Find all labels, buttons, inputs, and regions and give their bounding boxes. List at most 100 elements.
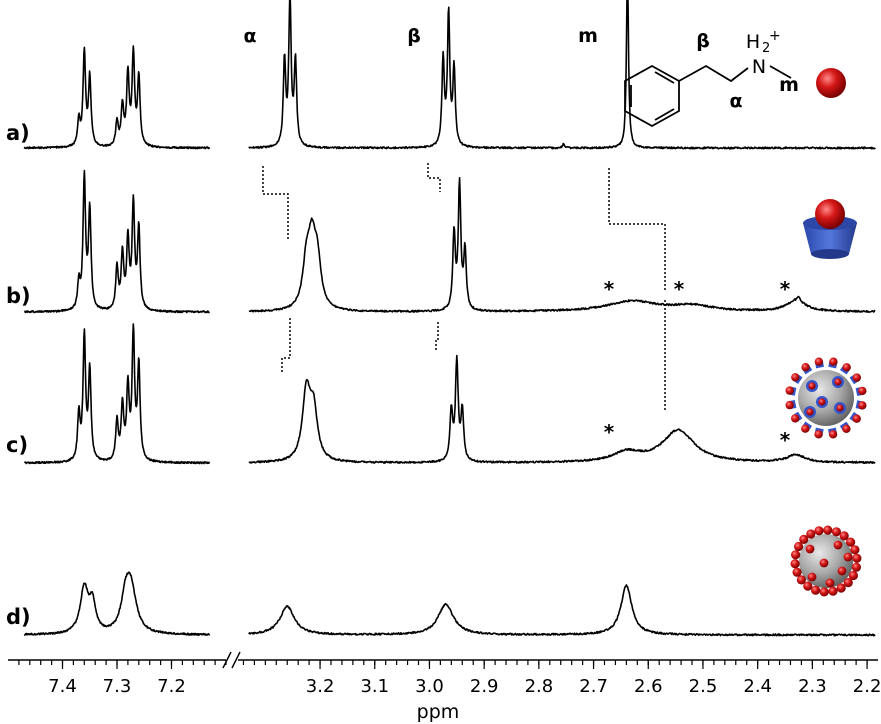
x-axis-ticks: 7.4 7.3 7.2 3.2 3.1 3.0 2.9 2.8 2.7 2.6 2.5 2.4 2.3 2… (18, 660, 881, 697)
spectrum-trace-b-aliphatic (248, 176, 876, 314)
x-tick-label: 7.4 (48, 676, 77, 697)
structure-label-h: H (746, 31, 760, 53)
guest-ball-icon (831, 527, 842, 537)
star-marker: * (780, 428, 791, 452)
guest-ball-icon (834, 378, 842, 386)
benzene-ring (624, 64, 680, 128)
guest-ball-icon (792, 567, 802, 577)
structure-label-beta: β (696, 30, 710, 52)
guest-ball-icon (801, 424, 810, 433)
host-guest-complex-icon (803, 199, 857, 259)
guest-ball-icon (843, 552, 853, 562)
x-axis-title: ppm (417, 701, 460, 723)
guest-ball-icon (785, 400, 794, 410)
x-tick-label: 7.2 (157, 676, 186, 697)
guest-ball-icon (829, 357, 838, 366)
guest-ball-icon (819, 558, 829, 568)
alpha-shift-guide-ab (262, 166, 289, 240)
guest-ball-icon (785, 386, 794, 395)
guest-ball-icon (851, 562, 862, 572)
axis-break-mark (231, 651, 241, 669)
guest-ball-icon (814, 430, 823, 439)
star-marker: * (674, 277, 685, 301)
guest-ball-icon (858, 401, 867, 410)
guest-ball-icon (850, 545, 860, 555)
x-tick-label: 3.2 (306, 676, 335, 697)
spectrum-trace-b-aromatic (23, 169, 210, 314)
guest-ball-icon (790, 559, 800, 569)
spectrum-trace-c-aliphatic (248, 354, 876, 465)
spectrum-trace-d-aromatic (23, 571, 211, 636)
spectra-traces (23, 0, 876, 637)
structure-label-subscript: 2 (762, 41, 770, 56)
guest-ball-icon (843, 578, 853, 588)
spectrum-trace-a-aliphatic (248, 0, 876, 150)
guest-ball-icon (796, 575, 807, 585)
guest-ball-icon (819, 587, 829, 597)
guest-ball-icon (803, 581, 813, 591)
star-marker: * (604, 420, 615, 444)
x-tick-label: 2.5 (689, 676, 718, 697)
guest-ball-icon (791, 373, 800, 382)
guest-decorated-nanoparticle-icon (790, 525, 862, 597)
guest-ball-icon (852, 414, 861, 423)
guest-ball-icon (836, 404, 844, 412)
n-methyl-bond (769, 65, 792, 79)
beta-shift-guide-ab (427, 163, 441, 192)
structure-label-alpha: α (729, 90, 742, 112)
panel-label-c: c) (6, 433, 28, 457)
structure-label-n: N (752, 56, 766, 78)
x-tick-label: 2.7 (579, 676, 608, 697)
x-tick-label: 2.9 (470, 676, 499, 697)
guest-ball-icon (837, 566, 847, 576)
guest-ball-icon (801, 363, 810, 372)
x-tick-label: 3.0 (415, 676, 444, 697)
guest-ball-icon (805, 544, 815, 554)
guest-ball-icon (791, 414, 800, 423)
ethyl-chain (678, 64, 749, 83)
spectrum-trace-a-aromatic (23, 45, 211, 150)
methyl-shift-guide-ab (608, 168, 666, 290)
axis-break-mark (222, 651, 232, 669)
guest-ball-icon (823, 525, 833, 535)
guest-ball-icon (806, 408, 814, 416)
x-tick-label: 7.3 (103, 676, 132, 697)
spectrum-trace-c-aromatic (23, 323, 211, 465)
guest-ball-icon (799, 534, 809, 545)
star-marker: * (780, 277, 791, 301)
alpha-shift-guide-bc (281, 318, 291, 372)
guest-ball-icon (816, 68, 846, 98)
x-tick-label: 2.4 (743, 676, 772, 697)
impurity-markers: * * * * * (604, 277, 791, 452)
x-tick-label: 2.8 (525, 676, 554, 697)
guest-ball-icon (811, 585, 821, 595)
guest-ball-icon (814, 357, 824, 366)
guest-ball-icon (808, 382, 816, 390)
guest-ball-icon (828, 430, 838, 439)
guest-ball-icon (794, 541, 804, 552)
peak-label-beta: β (407, 25, 421, 47)
shift-guide-lines (262, 163, 666, 412)
guest-ball-icon (842, 424, 851, 433)
guest-ball-icon (836, 583, 846, 593)
guest-ball-icon (833, 540, 843, 550)
star-marker: * (604, 277, 615, 301)
guest-ball-icon (852, 553, 862, 563)
spectrum-trace-d-aliphatic (248, 584, 876, 637)
guest-ball-icon (828, 586, 838, 596)
x-axis: 7.4 7.3 7.2 3.2 3.1 3.0 2.9 2.8 2.7 2.6 2.5 2.4 2.3 2… (8, 651, 881, 723)
guest-ball-icon (806, 529, 816, 539)
peak-labels: α β m (243, 25, 597, 47)
structure-label-superscript: + (769, 28, 781, 44)
guest-ball-icon (814, 526, 824, 536)
panel-label-d: d) (6, 605, 31, 629)
guest-ball-icon (825, 578, 835, 588)
guest-ball-icon (848, 570, 859, 581)
guest-ball-icon (846, 537, 856, 547)
guest-ball-icon (839, 531, 849, 541)
guest-ball-icon (818, 398, 826, 406)
chemical-structure: β α m N H 2 + (624, 28, 846, 128)
guest-ball-icon (791, 550, 801, 560)
peak-label-m: m (578, 25, 598, 47)
guest-ball-icon (852, 373, 861, 382)
